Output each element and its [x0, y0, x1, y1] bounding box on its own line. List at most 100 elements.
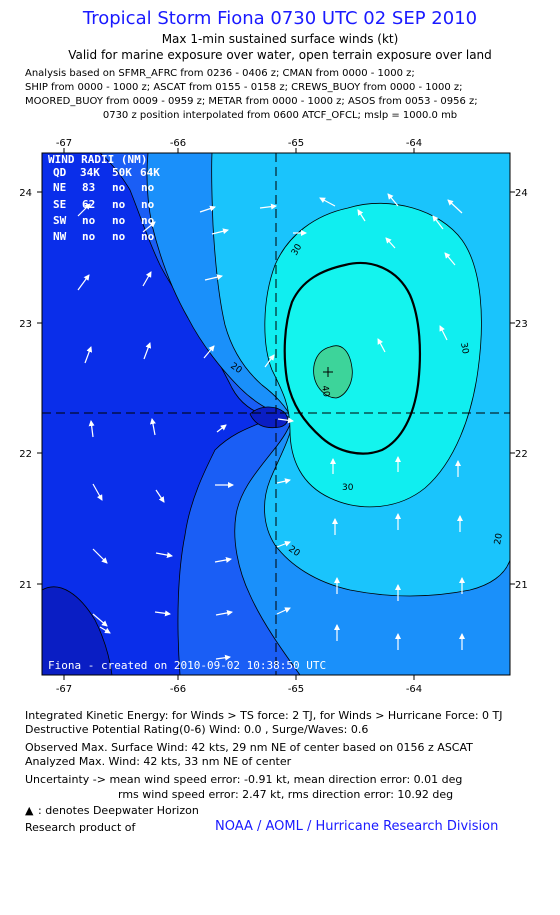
lon-tick-label: -64: [406, 138, 422, 149]
wind-radii-header: 64K: [140, 166, 160, 179]
wind-vector-arrow: [211, 228, 229, 235]
wind-radii-cell: 83: [82, 181, 95, 194]
wind-vector-arrow: [204, 274, 223, 281]
wind-vector-arrow: [154, 610, 171, 617]
wind-radii-title: WIND RADII (NM): [48, 153, 147, 166]
lon-tick-label: -66: [170, 138, 186, 149]
contour-label: 30: [342, 483, 354, 493]
created-timestamp: Fiona - created on 2010-09-02 10:38:50 U…: [48, 659, 326, 672]
map-frame: [41, 152, 511, 676]
wind-radii-cell: SE: [53, 198, 66, 211]
wind-radii-header: 34K: [80, 166, 100, 179]
wind-vector-arrow: [264, 354, 275, 368]
center-marker: [323, 367, 333, 377]
wind-vector-arrow: [319, 197, 336, 207]
map-subtitle-validity: Valid for marine exposure over water, op…: [68, 48, 492, 62]
lon-tick-label: -64: [406, 684, 422, 695]
axis-ticks: -67 -67 -66 -66 -65 -65 -64 -64 24 24 23 23 22 22 21 21: [19, 138, 527, 695]
wind-radii-cell: no: [141, 230, 155, 243]
wind-radii-cell: no: [141, 198, 155, 211]
contour-fill-southwest: [42, 586, 113, 675]
wind-vector-arrow: [199, 205, 216, 213]
wind-radii-cell: no: [141, 214, 155, 227]
position-line: 0730 z position interpolated from 0600 A…: [102, 110, 458, 121]
lon-tick-label: -67: [56, 138, 72, 149]
wind-vector-arrow: [385, 237, 396, 249]
wind-radii-cell: no: [112, 214, 126, 227]
wind-radii-cell: no: [112, 198, 126, 211]
wind-vector-arrow: [259, 203, 277, 210]
wind-vector-arrow: [357, 209, 366, 222]
lon-tick-label: -65: [288, 684, 304, 695]
analysis-line: SHIP from 0000 - 1000 z; ASCAT from 0155…: [25, 82, 463, 93]
wind-radii-cell: no: [82, 230, 96, 243]
wind-radii-header: 50K: [112, 166, 132, 179]
wind-vector-arrow: [439, 325, 448, 341]
wind-radii-header: QD: [53, 166, 67, 179]
deepwater-horizon-icon: ▲: [25, 804, 34, 817]
analysis-line: Analysis based on SFMR_AFRC from 0236 - …: [25, 68, 415, 79]
wind-vector-arrow: [203, 345, 215, 359]
wind-vector-arrow: [215, 654, 231, 661]
dpr-line: Destructive Potential Rating(0-6) Wind: …: [25, 723, 369, 736]
lat-tick-label: 24: [19, 188, 32, 199]
wind-vector-arrow: [92, 483, 103, 501]
wind-vector-arrow: [377, 338, 386, 353]
contour-label: 30: [458, 342, 470, 355]
contour-fill-level6: [283, 261, 422, 455]
observed-max-line: Observed Max. Surface Wind: 42 kts, 29 n…: [25, 741, 473, 754]
wind-vector-arrow: [143, 342, 152, 360]
wind-vectors: [77, 193, 465, 661]
wind-vector-arrow: [77, 203, 91, 217]
wind-vector-arrow: [447, 199, 463, 214]
wind-vector-arrow: [276, 540, 291, 548]
wind-vector-arrow: [214, 556, 232, 563]
wind-vector-arrow: [155, 489, 165, 503]
wind-vector-arrow: [155, 552, 173, 559]
uncertainty-rms-line: rms wind speed error: 2.47 kt, rms direc…: [118, 788, 454, 801]
grid-lines: [42, 153, 510, 675]
wind-vector-arrow: [84, 346, 93, 364]
wind-vector-arrow: [432, 215, 444, 230]
wind-radii-cell: SW: [53, 214, 67, 227]
wind-vector-arrow: [216, 424, 227, 433]
lon-tick-label: -66: [170, 684, 186, 695]
map-title: Tropical Storm Fiona 0730 UTC 02 SEP 201…: [82, 8, 478, 29]
wind-radii-cell: NE: [53, 181, 66, 194]
wind-vector-arrow: [92, 548, 108, 564]
lat-tick-label: 23: [515, 319, 528, 330]
research-label: Research product of: [25, 821, 136, 834]
wind-radii-cell: no: [82, 214, 96, 227]
map-subtitle-units: Max 1-min sustained surface winds (kt): [161, 32, 399, 46]
wind-radii-cell: 62: [82, 198, 95, 211]
contour-fill-trough: [249, 406, 288, 429]
contour-label: 20: [493, 532, 505, 545]
wind-vector-arrow: [276, 478, 291, 485]
lat-tick-label: 22: [515, 449, 528, 460]
research-organization-link[interactable]: NOAA / AOML / Hurricane Research Divisio…: [215, 819, 499, 834]
analysis-line: MOORED_BUOY from 0009 - 0959 z; METAR fr…: [25, 96, 478, 107]
wind-vector-arrow: [88, 420, 95, 438]
wind-vector-arrow: [92, 613, 108, 627]
wind-vector-arrow: [276, 607, 291, 615]
wind-radii-cell: no: [112, 230, 126, 243]
wind-radii-table: WIND RADII (NM) QD 34K 50K 64K NE 83 no …: [48, 153, 160, 243]
wind-vector-arrow: [142, 221, 156, 233]
wind-vector-arrow: [444, 252, 456, 266]
lat-tick-label: 22: [19, 449, 32, 460]
wind-vector-arrow: [215, 609, 233, 616]
wind-vector-arrow: [99, 626, 111, 634]
ike-line: Integrated Kinetic Energy: for Winds > T…: [25, 709, 503, 722]
deepwater-legend: : denotes Deepwater Horizon: [38, 804, 199, 817]
wind-vector-arrow: [142, 271, 152, 287]
contour-label: 40: [319, 385, 331, 398]
wind-radii-cell: no: [141, 181, 155, 194]
wind-radii-cell: no: [112, 181, 126, 194]
wind-vector-arrow: [387, 193, 399, 207]
wind-radii-cell: NW: [53, 230, 67, 243]
uncertainty-line: Uncertainty -> mean wind speed error: -0…: [25, 773, 463, 786]
wind-contours: [42, 153, 510, 675]
lat-tick-label: 21: [515, 580, 528, 591]
lat-tick-label: 24: [515, 188, 528, 199]
